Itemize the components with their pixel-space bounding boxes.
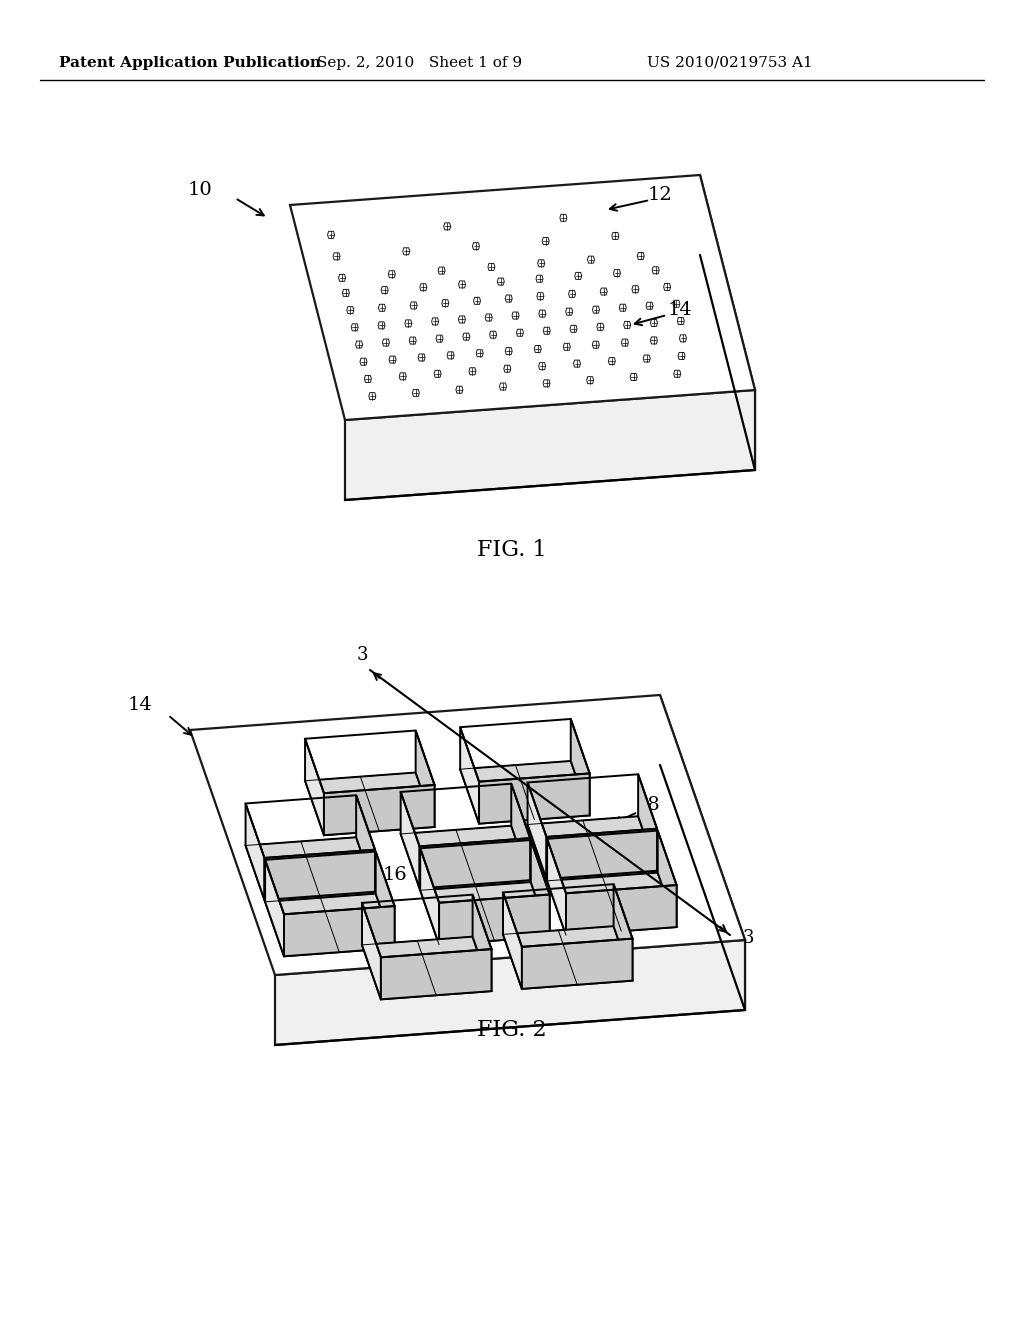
Text: 16: 16 [383,866,408,884]
Polygon shape [420,882,550,945]
Polygon shape [420,838,530,888]
Polygon shape [305,772,434,836]
Polygon shape [362,903,381,999]
Polygon shape [362,937,492,999]
Polygon shape [264,850,375,900]
Text: 12: 12 [647,186,673,205]
Polygon shape [305,739,324,836]
Polygon shape [547,838,566,936]
Text: Sep. 2, 2010   Sheet 1 of 9: Sep. 2, 2010 Sheet 1 of 9 [317,55,522,70]
Text: 10: 10 [187,181,212,199]
Polygon shape [356,795,375,892]
Polygon shape [246,804,264,900]
Polygon shape [460,760,590,824]
Polygon shape [416,730,434,826]
Polygon shape [473,895,492,991]
Polygon shape [503,892,522,989]
Polygon shape [657,830,677,927]
Text: FIG. 2: FIG. 2 [477,1019,547,1041]
Polygon shape [511,784,530,880]
Polygon shape [479,774,590,824]
Polygon shape [290,176,755,420]
Text: 3: 3 [742,929,754,946]
Text: 3: 3 [356,645,368,664]
Polygon shape [345,389,755,500]
Polygon shape [613,884,633,981]
Polygon shape [700,176,755,470]
Polygon shape [547,873,677,936]
Polygon shape [547,829,657,879]
Polygon shape [190,696,745,975]
Polygon shape [265,859,284,956]
Polygon shape [246,837,375,900]
Polygon shape [381,949,492,999]
Polygon shape [570,719,590,816]
Polygon shape [324,785,434,836]
Polygon shape [522,939,633,989]
Polygon shape [530,840,550,936]
Polygon shape [275,940,745,1045]
Polygon shape [503,927,633,989]
Text: 14: 14 [128,696,153,714]
Text: FIG. 1: FIG. 1 [477,539,547,561]
Text: Patent Application Publication: Patent Application Publication [59,55,321,70]
Polygon shape [638,775,657,871]
Polygon shape [460,727,479,824]
Polygon shape [400,792,420,888]
Polygon shape [566,884,677,936]
Polygon shape [527,816,657,879]
Text: 14: 14 [668,301,692,319]
Polygon shape [400,826,530,888]
Text: 18: 18 [636,796,660,814]
Polygon shape [439,895,550,945]
Polygon shape [527,783,547,879]
Polygon shape [376,851,394,948]
Polygon shape [660,696,745,1010]
Polygon shape [420,849,439,945]
Text: US 2010/0219753 A1: US 2010/0219753 A1 [647,55,813,70]
Polygon shape [284,906,394,956]
Polygon shape [265,894,394,956]
